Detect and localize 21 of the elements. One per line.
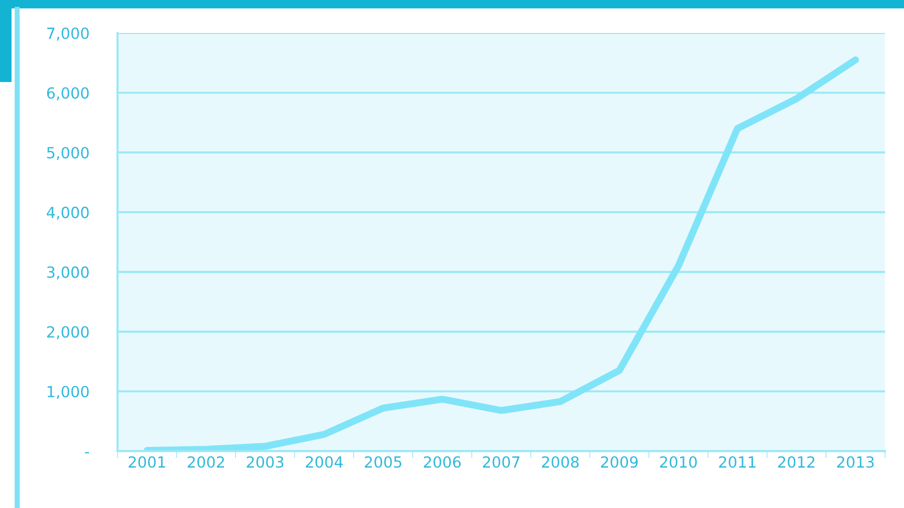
x-tick-label: 2001: [128, 456, 166, 468]
x-tick-label: 2002: [188, 456, 224, 468]
x-tick-label: 2009: [601, 456, 638, 468]
x-tick-label: 2006: [424, 456, 461, 468]
x-tick-label: 2005: [364, 456, 402, 468]
x-tick-label: 2013: [837, 456, 874, 468]
x-tick-label: 2011: [719, 456, 756, 468]
x-tick-label: 2010: [660, 456, 697, 468]
x-tick-label: 2012: [778, 456, 814, 468]
x-tick-label: 2003: [246, 456, 284, 468]
y-tick-label: -: [84, 452, 89, 454]
y-tick-label: 5,000: [47, 146, 89, 160]
x-tick-label: 2007: [482, 456, 520, 468]
y-tick-label: 4,000: [46, 206, 89, 220]
x-tick-label: 2008: [542, 456, 579, 468]
y-tick-label: 1,000: [48, 386, 89, 399]
y-tick-label: 3,000: [47, 266, 89, 280]
x-tick-label: 2004: [306, 456, 343, 468]
y-tick-label: 7,000: [47, 27, 89, 41]
y-tick-label: 2,000: [47, 326, 89, 340]
y-tick-label: 6,000: [47, 87, 89, 100]
